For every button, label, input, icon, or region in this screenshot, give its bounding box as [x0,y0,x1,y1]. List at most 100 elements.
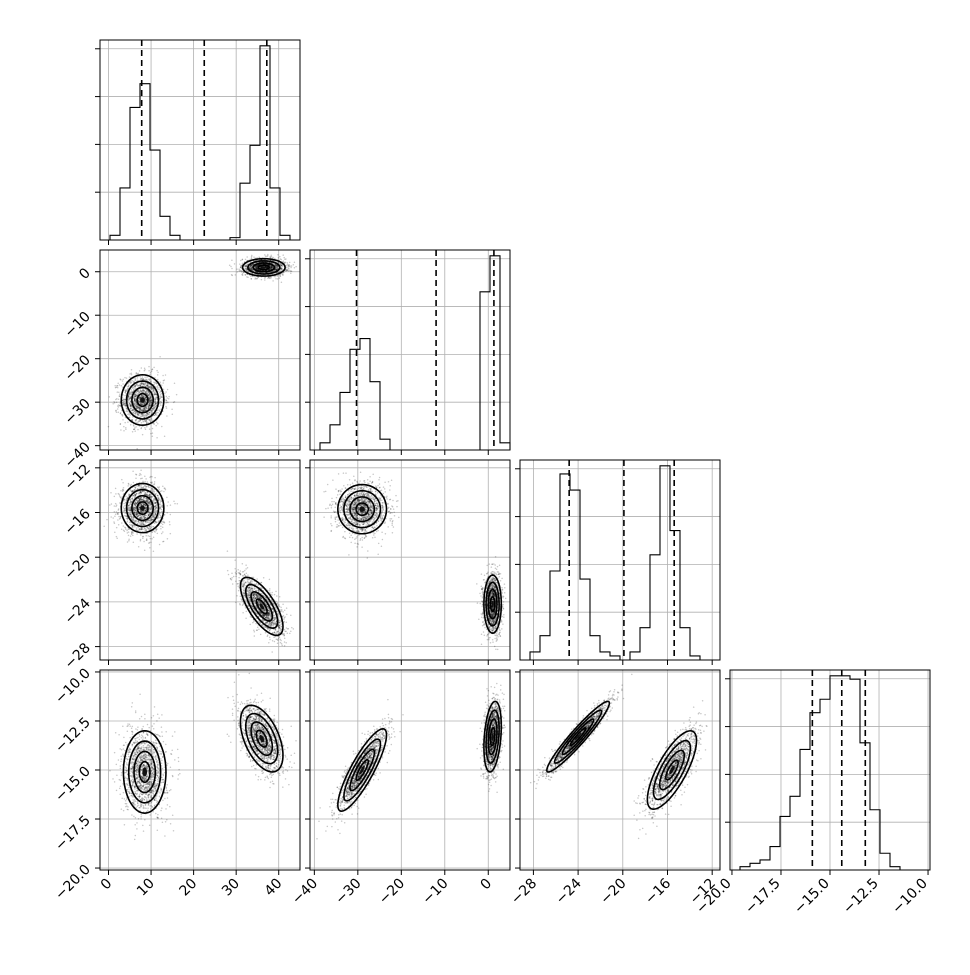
sample-point [118,392,120,394]
sample-point [145,379,147,381]
sample-point [127,414,129,416]
sample-point [271,267,273,269]
sample-point [289,270,291,272]
sample-point [173,500,175,502]
sample-point [133,489,135,491]
sample-point [149,536,151,538]
sample-point [250,616,252,618]
sample-point [151,496,153,498]
sample-point [149,547,151,549]
sample-point [280,258,282,260]
sample-point [163,389,165,391]
sample-point [132,416,134,418]
sample-point [140,539,142,541]
sample-point [124,527,126,529]
sample-point [115,387,117,389]
sample-point [142,536,144,538]
sample-point [245,259,247,261]
sample-point [167,505,169,507]
sample-point [125,393,127,395]
sample-point [130,516,132,518]
sample-point [136,529,138,531]
sample-point [147,535,149,537]
sample-point [167,501,169,503]
sample-point [140,376,142,378]
sample-point [161,490,163,492]
sample-point [169,524,171,526]
sample-point [149,386,151,388]
sample-point [277,254,279,256]
sample-point [240,270,242,272]
sample-point [139,473,141,475]
sample-point [145,500,147,502]
sample-point [114,522,116,524]
sample-point [135,477,137,479]
sample-point [291,265,293,267]
sample-point [231,274,233,276]
sample-point [109,396,111,398]
sample-point [231,268,233,270]
sample-point [261,279,263,281]
sample-point [137,523,139,525]
sample-point [146,426,148,428]
sample-point [269,579,271,581]
sample-point [123,525,125,527]
sample-point [246,256,248,258]
sample-point [134,526,136,528]
sample-point [131,410,133,412]
sample-point [143,384,145,386]
sample-point [137,379,139,381]
sample-point [129,522,131,524]
sample-point [144,376,146,378]
sample-point [162,520,164,522]
sample-point [272,257,274,259]
sample-point [172,414,174,416]
sample-point [159,398,161,400]
sample-point [283,635,285,637]
sample-point [130,424,132,426]
sample-point [260,634,262,636]
sample-point [131,373,133,375]
sample-point [132,518,134,520]
sample-point [115,506,117,508]
sample-point [280,275,282,277]
sample-point [138,420,140,422]
sample-point [138,384,140,386]
sample-point [159,410,161,412]
sample-point [177,503,179,505]
sample-point [141,477,143,479]
sample-point [135,396,137,398]
sample-point [128,535,130,537]
sample-point [146,521,148,523]
sample-point [279,637,281,639]
sample-point [283,257,285,259]
sample-point [290,267,292,269]
sample-point [151,483,153,485]
sample-point [152,500,154,502]
sample-point [146,529,148,531]
sample-point [127,521,129,523]
sample-point [153,408,155,410]
histogram-panel-2 [515,460,720,665]
sample-point [137,429,139,431]
sample-point [147,392,149,394]
sample-point [144,549,146,551]
sample-point [147,516,149,518]
sample-point [160,523,162,525]
sample-point [154,523,156,525]
sample-point [110,516,112,518]
sample-point [282,254,284,256]
sample-point [159,356,161,358]
sample-point [116,527,118,529]
sample-point [155,397,157,399]
sample-point [146,376,148,378]
y-tick-label: −10 [62,309,94,341]
sample-cluster [229,254,303,283]
sample-point [121,385,123,387]
sample-point [157,374,159,376]
sample-point [129,503,131,505]
sample-point [286,267,288,269]
sample-point [288,266,290,268]
sample-point [279,277,281,279]
sample-point [242,259,244,261]
